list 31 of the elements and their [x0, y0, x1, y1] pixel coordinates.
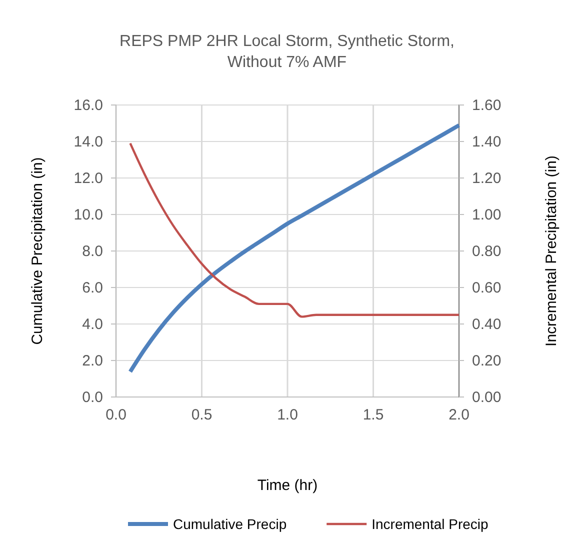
y2-tick-label: 1.00: [472, 206, 502, 224]
legend-label: Incremental Precip: [372, 516, 489, 532]
y2-tick-label: 0.60: [472, 279, 502, 296]
line-series: [128, 123, 461, 374]
y-tick-label: 2.0: [82, 352, 103, 370]
y2-tick-label: 0.00: [472, 388, 502, 406]
legend-label: Cumulative Precip: [173, 516, 287, 532]
line-series: [129, 142, 460, 318]
y-tick-label: 14.0: [74, 133, 103, 150]
y-tick-label: 6.0: [82, 279, 103, 296]
y-tick-label: 12.0: [74, 170, 103, 187]
y-tick-label: 16.0: [74, 96, 103, 114]
x-tick-label: 0.0: [106, 406, 126, 424]
y2-tick-label: 0.20: [472, 352, 502, 370]
y-axis-title: Cumulative Precipitation (in): [29, 157, 46, 345]
y2-tick-label: 1.20: [472, 170, 502, 187]
x-tick-label: 1.5: [362, 406, 384, 424]
x-tick-label: 1.0: [277, 406, 298, 424]
y2-tick-label: 1.60: [472, 96, 502, 114]
y2-axis-title: Incremental Precipitation (in): [543, 156, 560, 346]
y2-tick-label: 1.40: [472, 133, 502, 150]
x-tick-label: 0.5: [191, 406, 212, 424]
x-tick-label: 2.0: [448, 406, 470, 424]
y-tick-label: 8.0: [82, 242, 103, 260]
x-axis-title: Time (hr): [257, 477, 318, 494]
y-tick-label: 4.0: [82, 316, 103, 333]
y-tick-label: 0.0: [82, 388, 103, 406]
y-tick-label: 10.0: [74, 206, 103, 224]
y2-tick-label: 0.80: [472, 242, 502, 260]
y2-tick-label: 0.40: [472, 316, 502, 333]
chart-title: REPS PMP 2HR Local Storm, Synthetic Storm, Without 7% AMF: [120, 33, 454, 71]
